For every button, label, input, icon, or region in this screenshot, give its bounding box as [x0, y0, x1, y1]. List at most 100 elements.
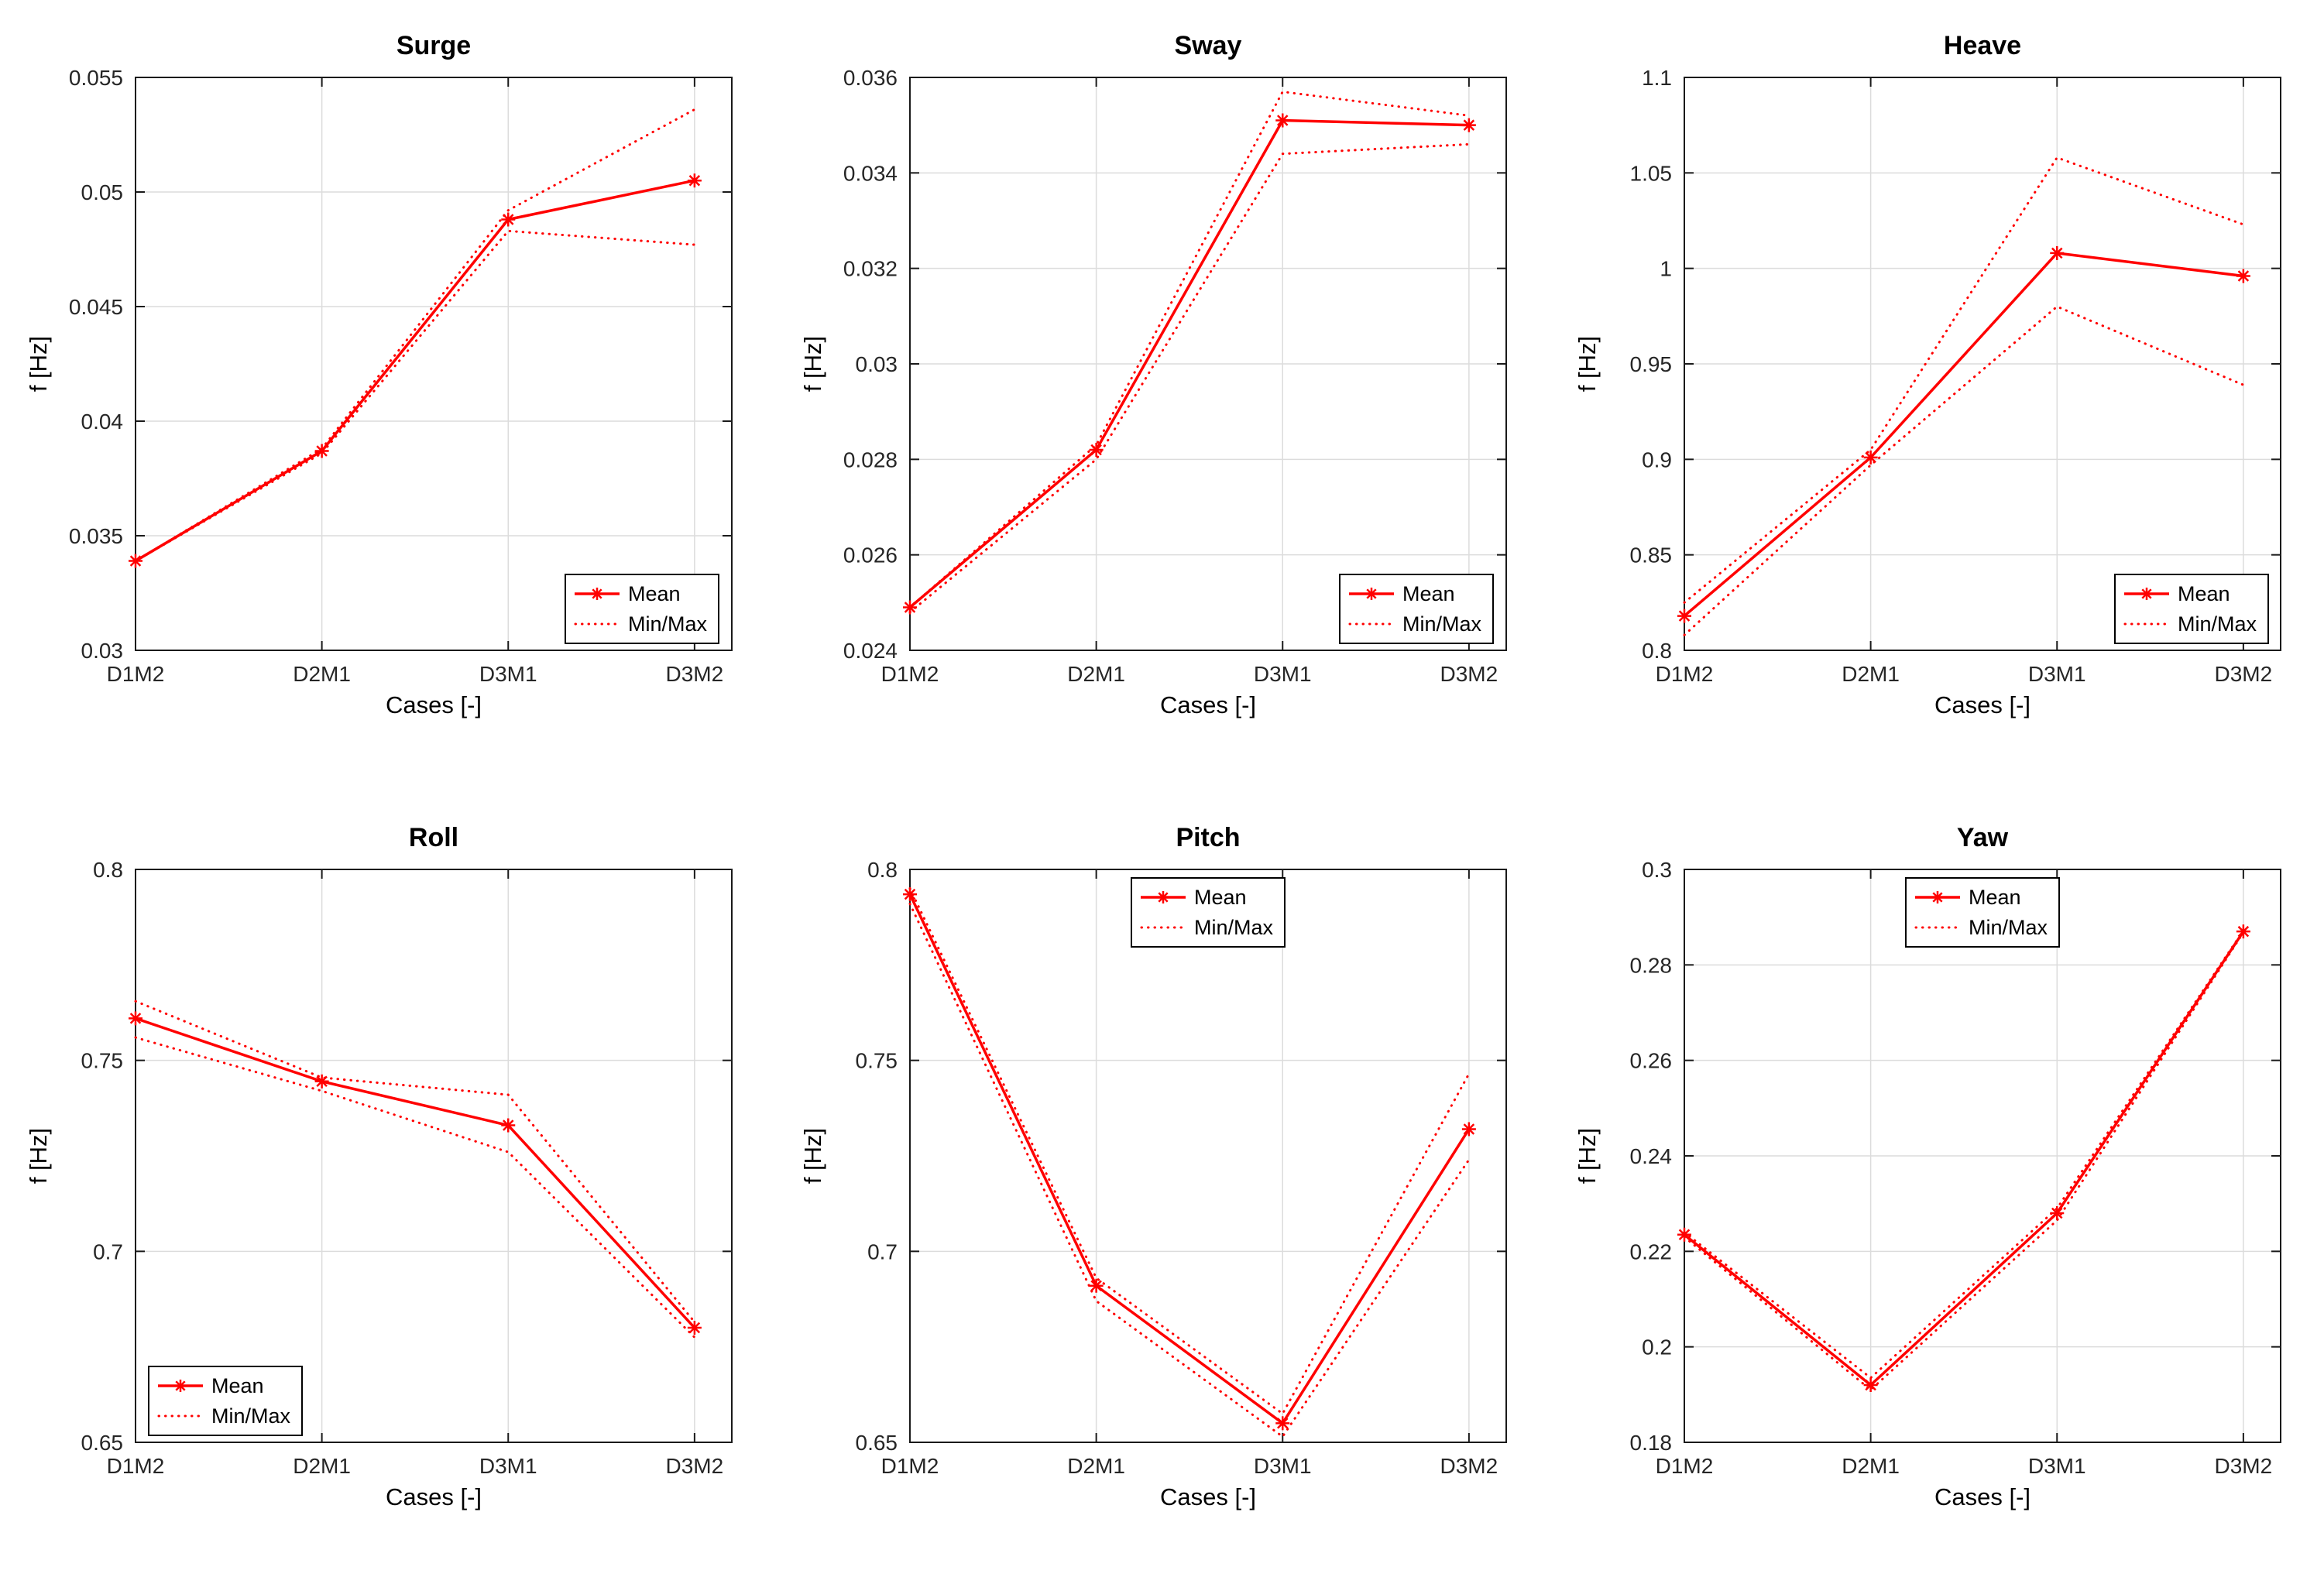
- svg-text:D3M2: D3M2: [666, 1454, 724, 1478]
- svg-text:D2M1: D2M1: [293, 1454, 351, 1478]
- chart-title: Heave: [1943, 31, 2022, 60]
- legend-entry-minmax: Min/Max: [1347, 609, 1481, 639]
- chart-canvas: D1M2 D2M1 D3M1 D3M2 0.65 0.7 0.75 0.8: [81, 858, 733, 1478]
- svg-text:D2M1: D2M1: [1842, 662, 1900, 686]
- chart-title: Yaw: [1956, 823, 2009, 852]
- svg-text:0.03: 0.03: [856, 352, 898, 376]
- legend-entry-mean: Mean: [156, 1371, 290, 1401]
- legend-minmax-label: Min/Max: [1402, 612, 1481, 636]
- svg-text:0.034: 0.034: [843, 161, 898, 185]
- svg-text:D3M1: D3M1: [479, 662, 537, 686]
- legend-minmax-label: Min/Max: [2177, 612, 2257, 636]
- legend-entry-mean: Mean: [1347, 579, 1481, 609]
- legend-entry-minmax: Min/Max: [1914, 913, 2048, 942]
- svg-text:D1M2: D1M2: [881, 662, 939, 686]
- legend-entry-minmax: Min/Max: [1139, 913, 1273, 942]
- svg-text:0.7: 0.7: [867, 1239, 898, 1263]
- legend-mean-label: Mean: [1968, 885, 2021, 909]
- svg-text:D2M1: D2M1: [1067, 1454, 1125, 1478]
- legend-minmax-label: Min/Max: [1193, 915, 1274, 939]
- x-axis-label: Cases [-]: [385, 1483, 482, 1510]
- svg-text:1.1: 1.1: [1642, 66, 1672, 90]
- svg-text:D3M2: D3M2: [2215, 662, 2273, 686]
- legend: Mean Min/Max: [2113, 574, 2269, 644]
- svg-text:0.95: 0.95: [1630, 352, 1673, 376]
- chart-canvas: D1M2 D2M1 D3M1 D3M2 0.024 0.026 0.028 0.03 0.032…: [843, 66, 1507, 686]
- minmax-line-icon: [2123, 622, 2171, 626]
- legend-mean-label: Mean: [2177, 581, 2230, 605]
- mean-line-icon: [2123, 588, 2169, 600]
- svg-text:0.65: 0.65: [856, 1431, 898, 1455]
- svg-text:0.8: 0.8: [867, 858, 898, 882]
- x-axis-label: Cases [-]: [1934, 691, 2031, 718]
- svg-text:D3M1: D3M1: [1254, 662, 1312, 686]
- legend-mean-label: Mean: [627, 581, 681, 605]
- svg-text:0.2: 0.2: [1642, 1335, 1672, 1359]
- svg-text:0.75: 0.75: [856, 1049, 898, 1073]
- svg-text:0.032: 0.032: [843, 257, 898, 281]
- legend-entry-mean: Mean: [2123, 579, 2257, 609]
- svg-text:0.055: 0.055: [69, 66, 123, 90]
- minmax-line-icon: [1140, 926, 1187, 929]
- svg-text:0.028: 0.028: [843, 447, 898, 471]
- svg-text:1.05: 1.05: [1630, 161, 1673, 185]
- svg-text:0.22: 0.22: [1630, 1239, 1673, 1263]
- svg-text:D3M2: D3M2: [1440, 662, 1498, 686]
- legend-entry-mean: Mean: [1139, 883, 1273, 912]
- x-axis-label: Cases [-]: [1934, 1483, 2031, 1510]
- svg-text:0.04: 0.04: [81, 410, 124, 434]
- subplot-heave: Heave f [Hz] Cases [-] D1M2 D2M1 D3M1 D3M2 0…: [1549, 0, 2324, 792]
- legend-entry-mean: Mean: [1914, 883, 2048, 912]
- svg-text:D1M2: D1M2: [881, 1454, 939, 1478]
- subplot-pitch: Pitch f [Hz] Cases [-] D1M2 D2M1 D3M1 D3M2 0…: [774, 792, 1549, 1584]
- legend-entry-minmax: Min/Max: [156, 1401, 290, 1431]
- minmax-line-icon: [157, 1414, 204, 1418]
- svg-text:D1M2: D1M2: [1656, 1454, 1714, 1478]
- subplot-sway: Sway f [Hz] Cases [-] D1M2 D2M1 D3M1 D3M2 0.…: [774, 0, 1549, 792]
- svg-text:0.035: 0.035: [69, 524, 123, 548]
- svg-text:0.3: 0.3: [1642, 858, 1672, 882]
- svg-text:0.28: 0.28: [1630, 953, 1673, 977]
- svg-text:D3M2: D3M2: [666, 662, 724, 686]
- legend: Mean Min/Max: [1904, 877, 2061, 948]
- legend-minmax-label: Min/Max: [1968, 915, 2048, 939]
- svg-text:D3M2: D3M2: [1440, 1454, 1498, 1478]
- mean-line-icon: [1348, 588, 1394, 600]
- x-axis-label: Cases [-]: [1159, 1483, 1257, 1510]
- legend-mean-label: Mean: [1402, 581, 1455, 605]
- chart-canvas: D1M2 D2M1 D3M1 D3M2 0.03 0.035 0.04 0.045 0.05 0.…: [69, 66, 733, 686]
- mean-line-icon: [1914, 891, 1960, 903]
- svg-text:D2M1: D2M1: [293, 662, 351, 686]
- svg-text:0.045: 0.045: [69, 295, 123, 319]
- svg-text:0.05: 0.05: [81, 180, 124, 204]
- x-axis-label: Cases [-]: [385, 691, 482, 718]
- svg-text:D3M1: D3M1: [2028, 1454, 2086, 1478]
- svg-text:0.036: 0.036: [843, 66, 898, 90]
- chart-canvas: D1M2 D2M1 D3M1 D3M2 0.65 0.7 0.75 0.8: [856, 858, 1507, 1478]
- legend: Mean Min/Max: [564, 574, 719, 644]
- svg-text:0.24: 0.24: [1630, 1144, 1673, 1168]
- minmax-line-icon: [1348, 622, 1395, 626]
- svg-text:D3M1: D3M1: [2028, 662, 2086, 686]
- legend: Mean Min/Max: [1130, 877, 1286, 948]
- svg-text:D3M1: D3M1: [479, 1454, 537, 1478]
- legend: Mean Min/Max: [148, 1366, 304, 1436]
- svg-text:D3M1: D3M1: [1254, 1454, 1312, 1478]
- svg-text:0.75: 0.75: [81, 1049, 124, 1073]
- x-axis-label: Cases [-]: [1159, 691, 1257, 718]
- svg-text:D2M1: D2M1: [1067, 662, 1125, 686]
- mean-line-icon: [1140, 891, 1186, 903]
- svg-text:0.024: 0.024: [843, 639, 898, 663]
- legend-entry-minmax: Min/Max: [573, 609, 707, 639]
- chart-canvas: D1M2 D2M1 D3M1 D3M2 0.18 0.2 0.22 0.24 0.26 0.28 0…: [1630, 858, 2281, 1478]
- svg-text:0.03: 0.03: [81, 639, 124, 663]
- svg-text:0.26: 0.26: [1630, 1049, 1673, 1073]
- svg-text:1: 1: [1660, 257, 1672, 281]
- svg-text:0.65: 0.65: [81, 1431, 124, 1455]
- mean-line-icon: [158, 1380, 203, 1392]
- legend-entry-minmax: Min/Max: [2123, 609, 2257, 639]
- subplot-surge: Surge f [Hz] Cases [-] D1M2 D2M1 D3M1 D3M2 0…: [0, 0, 774, 792]
- legend: Mean Min/Max: [1338, 574, 1494, 644]
- chart-title: Pitch: [1176, 823, 1241, 852]
